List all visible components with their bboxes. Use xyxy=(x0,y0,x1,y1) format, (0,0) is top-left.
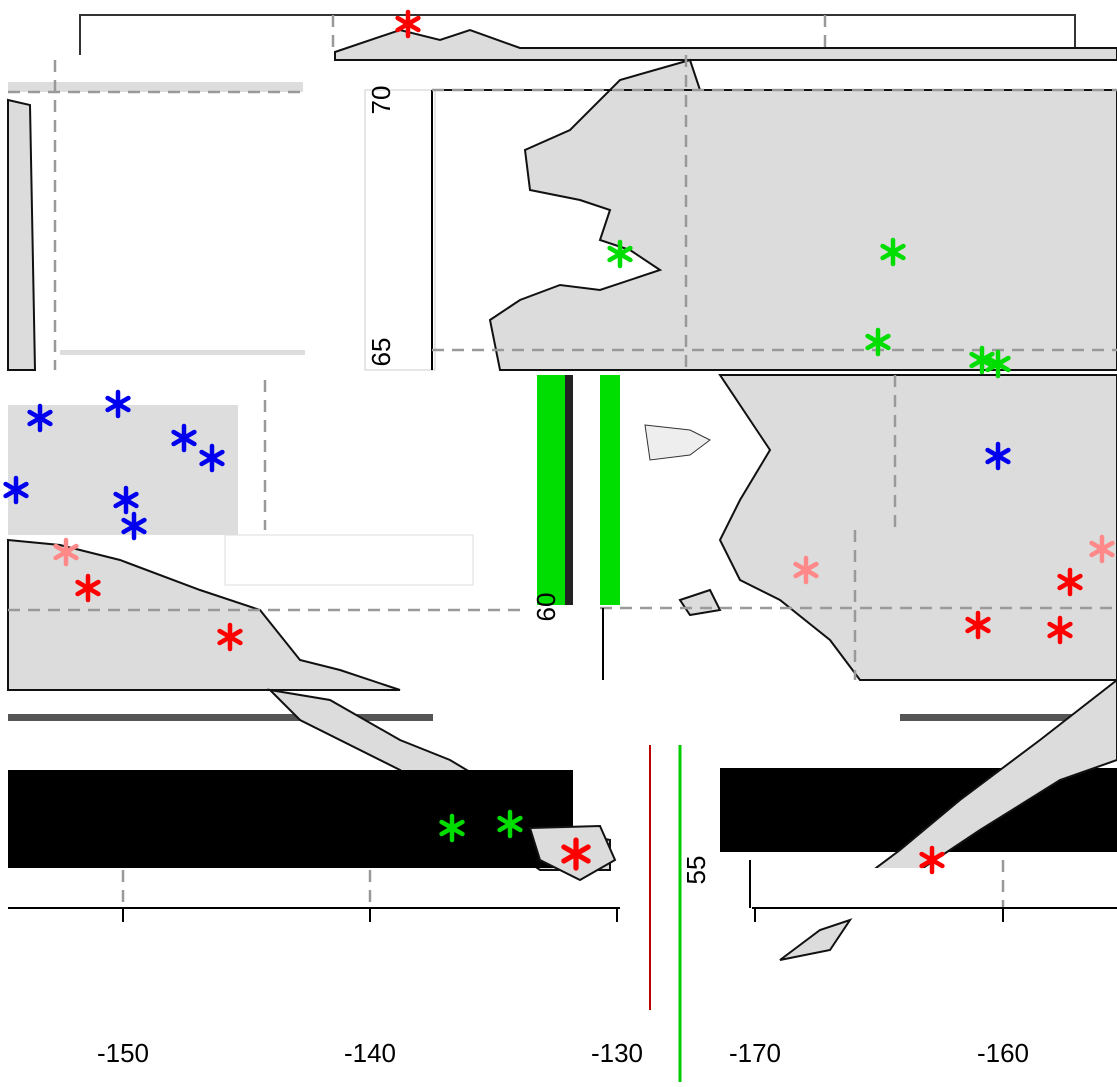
arrow-artifact xyxy=(645,425,710,460)
map-canvas: -150 -140 -130 -170 -160 70 65 60 55 xyxy=(0,0,1117,1082)
land xyxy=(335,30,1117,60)
bar-artifact xyxy=(565,375,573,605)
bar-artifact xyxy=(600,375,620,605)
page: -150 -140 -130 -170 -160 70 65 60 55 xyxy=(0,0,1117,1082)
land xyxy=(8,405,238,535)
land xyxy=(780,920,850,960)
panel xyxy=(750,868,1117,910)
land xyxy=(8,82,303,92)
x-tick-label: -170 xyxy=(729,1038,781,1068)
y-tick-label: 70 xyxy=(366,86,396,115)
x-tick-label: -160 xyxy=(977,1038,1029,1068)
y-tick-label: 55 xyxy=(681,856,711,885)
land xyxy=(8,100,35,370)
y-tick-label: 60 xyxy=(531,593,561,622)
bar-artifact xyxy=(537,375,565,605)
x-tick-label: -130 xyxy=(591,1038,643,1068)
land xyxy=(720,375,1117,680)
x-tick-label: -140 xyxy=(344,1038,396,1068)
land xyxy=(440,60,1117,370)
strip xyxy=(8,714,433,721)
panel xyxy=(365,90,435,370)
panel xyxy=(225,535,473,585)
land xyxy=(60,350,305,355)
land xyxy=(680,590,720,615)
x-tick-label: -150 xyxy=(97,1038,149,1068)
band xyxy=(8,770,573,868)
y-tick-label: 65 xyxy=(366,338,396,367)
